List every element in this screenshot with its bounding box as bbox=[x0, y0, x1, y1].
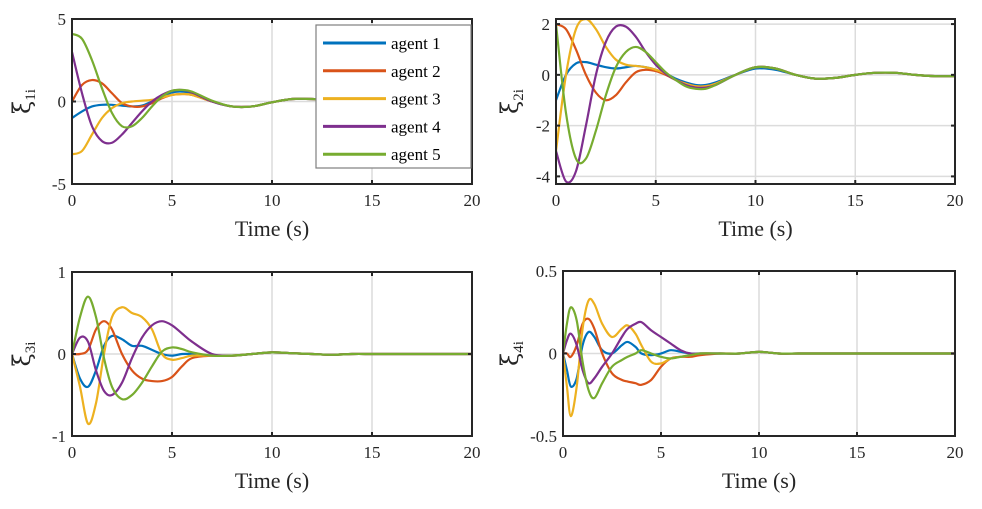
x-tick-label: 0 bbox=[552, 191, 561, 210]
series-group bbox=[563, 297, 955, 418]
legend-entry-label: agent 4 bbox=[391, 117, 441, 136]
series-group bbox=[556, 19, 955, 184]
x-tick-label: 5 bbox=[652, 191, 661, 210]
x-tick-label: 15 bbox=[364, 191, 381, 210]
x-tick-label: 0 bbox=[559, 443, 568, 462]
legend-entry-label: agent 5 bbox=[391, 145, 441, 164]
y-tick-label: -5 bbox=[52, 175, 66, 194]
y-tick-label: -0.5 bbox=[530, 427, 557, 446]
y-tick-label: -4 bbox=[536, 167, 551, 186]
x-tick-label: 20 bbox=[947, 443, 964, 462]
y-tick-label: 1 bbox=[58, 263, 67, 282]
series-line-agent-5 bbox=[556, 23, 955, 165]
y-tick-label: 0 bbox=[58, 345, 67, 364]
y-tick-label: -1 bbox=[52, 427, 66, 446]
legend-entry-label: agent 2 bbox=[391, 62, 441, 81]
y-tick-label: 0 bbox=[549, 345, 558, 364]
series-line-agent-5 bbox=[72, 295, 472, 401]
y-tick-label: 0 bbox=[542, 66, 551, 85]
x-tick-label: 10 bbox=[264, 191, 281, 210]
y-tick-label: 5 bbox=[58, 10, 67, 29]
x-axis-label: Time (s) bbox=[235, 216, 309, 241]
x-tick-label: 20 bbox=[464, 443, 481, 462]
y-axis-label: ξ4i bbox=[496, 341, 527, 366]
x-tick-label: 15 bbox=[364, 443, 381, 462]
x-tick-label: 10 bbox=[751, 443, 768, 462]
x-axis-label: Time (s) bbox=[235, 468, 309, 493]
x-tick-label: 20 bbox=[464, 191, 481, 210]
series-group bbox=[72, 295, 472, 426]
x-tick-label: 5 bbox=[168, 191, 177, 210]
y-tick-label: 0 bbox=[58, 93, 67, 112]
x-tick-label: 5 bbox=[657, 443, 666, 462]
x-axis-label: Time (s) bbox=[722, 468, 796, 493]
y-axis-label: ξ3i bbox=[8, 342, 39, 367]
x-tick-label: 15 bbox=[847, 191, 864, 210]
x-tick-label: 5 bbox=[168, 443, 177, 462]
legend: agent 1 agent 2 agent 3 agent 4 agent 5 bbox=[315, 24, 472, 169]
x-tick-label: 0 bbox=[68, 443, 77, 462]
y-tick-label: -2 bbox=[536, 117, 550, 136]
x-axis-label: Time (s) bbox=[718, 216, 792, 241]
legend-box bbox=[315, 24, 472, 169]
legend-entry-label: agent 1 bbox=[391, 34, 441, 53]
y-tick-label: 0.5 bbox=[536, 262, 557, 281]
x-tick-label: 20 bbox=[947, 191, 964, 210]
x-tick-label: 10 bbox=[747, 191, 764, 210]
x-tick-label: 15 bbox=[849, 443, 866, 462]
x-tick-label: 0 bbox=[68, 191, 77, 210]
subplot-top-right: 0 5 10 15 20 -4 -2 0 2 Time (s) ξ2i bbox=[496, 15, 964, 241]
series-line-agent-5 bbox=[563, 306, 955, 400]
y-axis-label: ξ1i bbox=[8, 89, 39, 114]
legend-entry-label: agent 3 bbox=[391, 90, 441, 109]
y-axis-label: ξ2i bbox=[496, 89, 527, 114]
y-tick-label: 2 bbox=[542, 15, 551, 34]
x-tick-label: 10 bbox=[264, 443, 281, 462]
